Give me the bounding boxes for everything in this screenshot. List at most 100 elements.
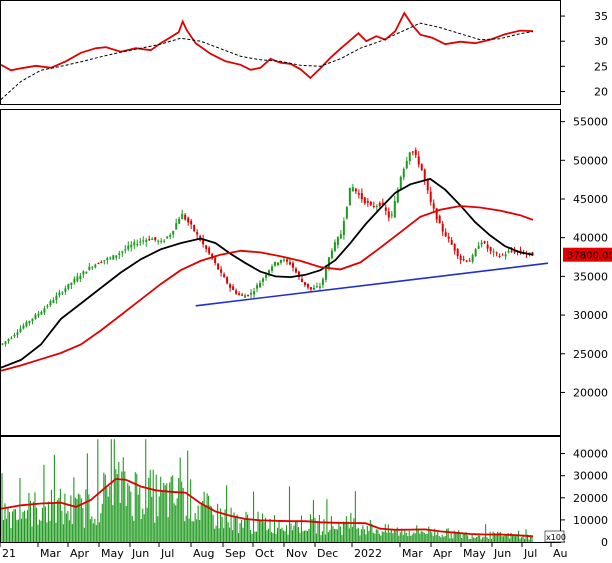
candle [333, 239, 336, 253]
price-axis-tick-label: 50000 [573, 154, 608, 167]
volume-axis-tick-label: 40000 [573, 448, 608, 461]
candle [64, 285, 67, 295]
candle [474, 248, 477, 257]
candle [498, 253, 501, 258]
candle [357, 189, 360, 199]
support-trendline [195, 262, 549, 307]
candle [507, 247, 510, 254]
candle [97, 262, 100, 265]
candle [438, 214, 441, 224]
price-axis-tick-label: 25000 [573, 348, 608, 361]
candle [220, 266, 223, 277]
candle [372, 201, 375, 209]
candle [351, 183, 354, 192]
candle [61, 291, 64, 295]
candle [504, 251, 507, 260]
candle [306, 283, 309, 290]
x-axis-label: Oct [255, 547, 275, 560]
candle [202, 234, 205, 248]
candle [375, 204, 378, 212]
candle [423, 168, 426, 185]
candle [417, 151, 420, 168]
candle [112, 254, 115, 260]
candle [432, 199, 435, 213]
candle [459, 253, 462, 265]
candle [49, 299, 52, 308]
candle [223, 272, 226, 278]
x-axis-label: Apr [433, 547, 453, 560]
candle [492, 248, 495, 257]
volume-unit-box: x100 [544, 530, 566, 543]
candle [426, 178, 429, 195]
candle [399, 175, 402, 191]
x-axis-label: May [101, 547, 124, 560]
x-axis-label: Au [553, 547, 568, 560]
x-axis-label: May [463, 547, 486, 560]
candle [336, 236, 339, 249]
candle [1, 343, 4, 346]
candle [205, 244, 208, 253]
candle [256, 282, 259, 293]
candle [139, 238, 142, 246]
moving-average-long [0, 205, 534, 372]
rsi-axis-tick-label: 30 [594, 35, 608, 48]
candle [402, 167, 405, 181]
candle [363, 196, 366, 205]
candle [103, 260, 106, 265]
candle [387, 207, 390, 222]
candle [130, 240, 133, 252]
candle [31, 318, 34, 325]
candle [76, 272, 79, 283]
candle [288, 258, 291, 266]
candle [274, 261, 277, 268]
candle [208, 246, 211, 256]
candle [145, 237, 148, 247]
candle [127, 241, 130, 252]
candle [280, 259, 282, 265]
volume-axis-tick-label: 20000 [573, 492, 608, 505]
rsi-panel-frame [0, 0, 561, 105]
candle [238, 291, 241, 296]
candle [477, 241, 480, 250]
candle [109, 256, 112, 260]
candle [262, 277, 265, 286]
candle [390, 210, 393, 219]
price-axis-tick-label: 30000 [573, 309, 608, 322]
candle [43, 305, 46, 315]
candle [315, 282, 318, 288]
candle [495, 251, 498, 257]
price-panel [0, 147, 549, 372]
x-axis-label: Dec [317, 547, 338, 560]
candle [187, 216, 190, 226]
candle [184, 213, 187, 221]
candle [169, 232, 172, 240]
candle [88, 263, 91, 271]
candle [501, 253, 504, 256]
volume-unit-label: x100 [546, 533, 566, 542]
candle [450, 236, 453, 246]
candle [321, 277, 324, 289]
candle [133, 239, 136, 250]
volume-axis-tick-label: 30000 [573, 470, 608, 483]
candle [46, 304, 49, 309]
candle [429, 186, 432, 206]
candle [441, 220, 444, 237]
candle [25, 320, 28, 328]
price-axis-tick-label: 35000 [573, 270, 608, 283]
candle [465, 259, 468, 263]
candle [13, 332, 16, 338]
candle [229, 282, 232, 292]
candle [217, 263, 220, 270]
candle [37, 311, 40, 318]
candle [405, 156, 408, 170]
candle [70, 282, 73, 290]
volume-axis-tick-label: 10000 [573, 514, 608, 527]
candle [55, 292, 58, 304]
x-axis-label: Mar [402, 547, 423, 560]
candle [378, 201, 381, 208]
price-axis-tick-label: 55000 [573, 116, 608, 129]
candle [241, 292, 244, 297]
candle [142, 236, 145, 245]
candle [181, 209, 184, 220]
